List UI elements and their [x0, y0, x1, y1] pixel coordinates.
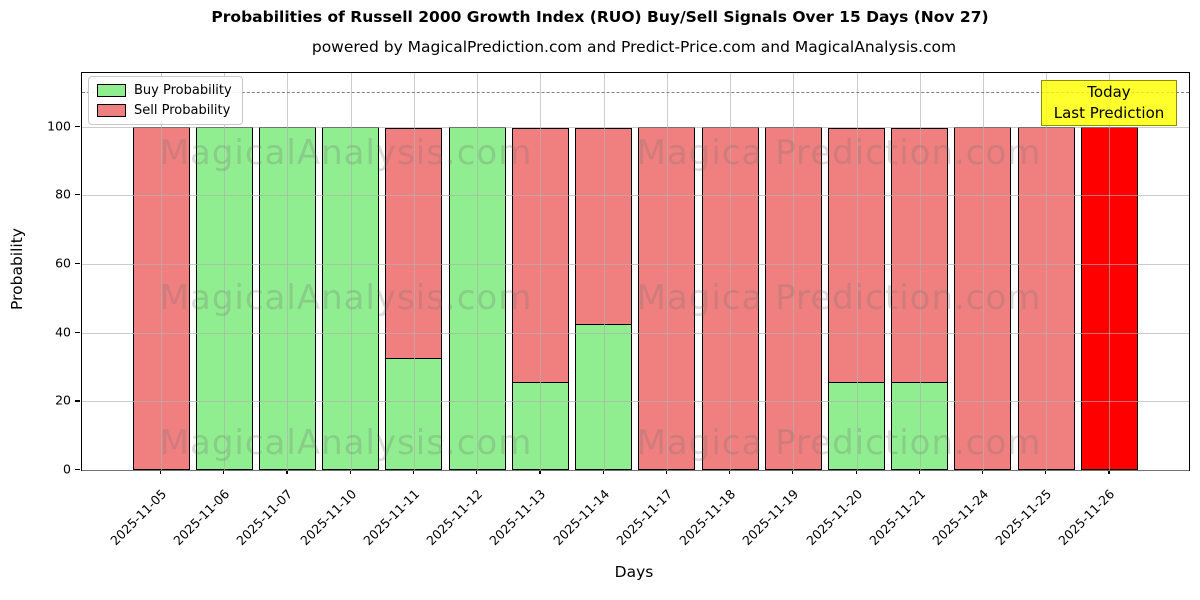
x-tick-label: 2025-11-24	[929, 486, 992, 549]
x-tick-mark	[223, 469, 225, 474]
buy-legend-swatch	[97, 84, 126, 97]
v-gridline	[603, 73, 605, 470]
v-gridline	[1109, 73, 1111, 470]
y-tick-mark	[75, 194, 80, 196]
y-tick-label: 40	[55, 324, 71, 340]
h-gridline	[82, 195, 1189, 197]
sell-legend-swatch	[97, 104, 126, 117]
y-tick-mark	[75, 331, 80, 333]
threshold-dashed-line	[82, 92, 1189, 94]
x-tick-mark	[476, 469, 478, 474]
x-tick-mark	[160, 469, 162, 474]
x-tick-mark	[792, 469, 794, 474]
v-gridline	[919, 73, 921, 470]
y-tick-label: 60	[55, 255, 71, 271]
x-tick-label: 2025-11-06	[170, 486, 233, 549]
v-gridline	[856, 73, 858, 470]
y-tick-mark	[75, 469, 80, 471]
y-tick-mark	[75, 262, 80, 265]
h-gridline	[82, 470, 1189, 471]
x-tick-mark	[665, 469, 668, 474]
x-tick-mark	[539, 469, 541, 474]
today-annotation-line1: Today	[1087, 83, 1131, 101]
x-tick-label: 2025-11-25	[992, 486, 1055, 549]
v-gridline	[982, 73, 984, 470]
legend: Buy Probability Sell Probability	[88, 76, 243, 125]
x-tick-mark	[602, 469, 604, 474]
v-gridline	[540, 73, 542, 470]
y-tick-mark	[75, 400, 80, 402]
x-tick-mark	[349, 469, 351, 474]
h-gridline	[82, 263, 1189, 265]
v-gridline	[793, 73, 795, 470]
legend-label: Sell Probability	[134, 103, 231, 118]
x-tick-mark	[412, 469, 415, 474]
y-tick-label: 0	[63, 461, 71, 477]
x-tick-mark	[981, 469, 984, 474]
v-gridline	[287, 73, 289, 470]
v-gridline	[224, 73, 226, 470]
y-tick-mark	[75, 125, 80, 127]
x-tick-mark	[1108, 469, 1110, 474]
v-gridline	[161, 73, 162, 470]
x-tick-label: 2025-11-10	[297, 486, 359, 549]
x-tick-mark	[855, 469, 857, 474]
v-gridline	[666, 73, 668, 470]
x-axis-label: Days	[614, 563, 654, 581]
v-gridline	[413, 73, 415, 470]
y-axis-label: Probability	[8, 228, 26, 310]
x-tick-mark	[918, 469, 920, 474]
plot-area: MagicalAnalysis.com Magica Prediction.com…	[81, 72, 1190, 471]
chart-subtitle: powered by MagicalPrediction.com and Pre…	[311, 38, 957, 56]
y-tick-label: 100	[47, 118, 71, 134]
y-tick-label: 80	[55, 186, 71, 202]
x-tick-label: 2025-11-05	[107, 486, 170, 549]
h-gridline	[82, 126, 1189, 128]
v-gridline	[730, 73, 732, 470]
y-tick-label: 20	[55, 392, 71, 408]
x-tick-mark	[729, 469, 731, 474]
today-annotation: Today Last Prediction	[1041, 80, 1177, 126]
legend-label: Buy Probability	[134, 83, 232, 98]
v-gridline	[350, 73, 352, 470]
v-gridline	[477, 73, 479, 470]
h-gridline	[82, 401, 1189, 403]
x-tick-label: 2025-11-19	[739, 486, 802, 549]
legend-item: Buy Probability	[97, 83, 232, 98]
x-tick-label: 2025-11-11	[360, 486, 423, 549]
x-tick-mark	[286, 469, 288, 474]
h-gridline	[82, 332, 1189, 334]
x-tick-label: 2025-11-21	[866, 486, 929, 549]
x-tick-label: 2025-11-26	[1055, 486, 1118, 549]
v-gridline	[1046, 73, 1048, 470]
today-annotation-line2: Last Prediction	[1053, 104, 1165, 122]
chart-title: Probabilities of Russell 2000 Growth Ind…	[211, 8, 989, 26]
x-tick-label: 2025-11-18	[676, 486, 739, 549]
x-tick-label: 2025-11-13	[486, 486, 549, 549]
x-tick-label: 2025-11-14	[549, 486, 612, 549]
legend-item: Sell Probability	[97, 103, 232, 118]
x-tick-label: 2025-11-07	[233, 486, 296, 549]
x-tick-label: 2025-11-20	[802, 486, 865, 549]
x-tick-label: 2025-11-17	[613, 486, 676, 549]
x-tick-label: 2025-11-12	[423, 486, 486, 549]
x-tick-mark	[1045, 469, 1047, 474]
